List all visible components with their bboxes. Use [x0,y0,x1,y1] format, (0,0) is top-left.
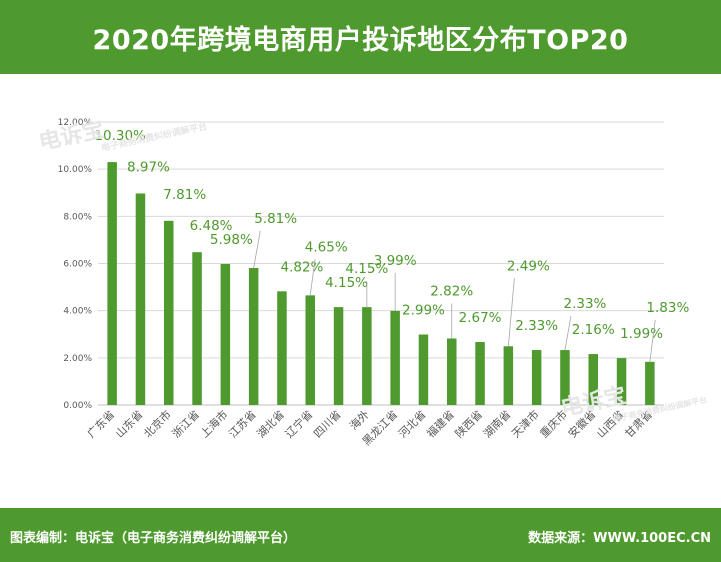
bar [588,354,598,405]
data-label: 2.82% [430,283,473,299]
header-bar: 2020年跨境电商用户投诉地区分布TOP20 [0,0,721,74]
data-label: 4.15% [345,261,388,277]
chart-title: 2020年跨境电商用户投诉地区分布TOP20 [92,24,629,56]
x-tick-label: 浙江省 [170,408,203,441]
data-label: 2.99% [402,302,445,318]
x-tick-label: 重庆市 [537,407,570,440]
x-tick-label: 安徽省 [565,407,598,440]
x-tick-label: 辽宁省 [282,407,315,440]
x-tick-label: 天津市 [509,407,542,440]
y-tick-label: 4.00% [63,307,92,317]
bar [277,291,287,405]
bar [447,338,457,405]
bar [503,346,514,405]
data-label: 2.67% [459,310,502,326]
data-label: 1.83% [646,300,689,316]
bar [164,220,174,405]
x-tick-label: 四川省 [311,408,344,441]
x-tick-label: 陕西省 [452,407,485,440]
x-tick-label: 广东省 [85,408,118,441]
bar [333,307,344,405]
y-tick-label: 6.00% [63,260,92,270]
leader-line [507,278,515,347]
bar [531,350,542,405]
footer-credit: 图表编制：电诉宝（电子商务消费纠纷调解平台） [10,531,297,546]
data-label: 5.81% [254,211,297,227]
x-tick-label: 湖北省 [255,408,288,441]
x-tick-label: 江苏省 [226,408,259,441]
bar [645,361,655,405]
y-tick-label: 8.00% [63,212,92,222]
bar [475,342,485,405]
data-label: 10.30% [94,128,146,144]
data-label: 3.99% [374,253,417,269]
data-label: 1.99% [620,326,663,342]
bar [390,310,400,405]
chart-area: 电诉宝 电子商务消费纠纷调解平台 电诉宝 电子商务消费纠纷调解平台 0.00% 2… [0,74,721,508]
data-label: 2.16% [572,322,615,338]
x-tick-label: 北京市 [141,407,174,440]
leader-line [309,259,316,296]
footer-source: 数据来源：WWW.100EC.CN [528,531,711,546]
bar [560,350,570,405]
data-label: 2.33% [564,296,607,312]
bar [248,267,259,405]
x-tick-label: 甘肃省 [622,408,655,441]
bar-chart: 0.00% 2.00% 4.00% 6.00% 8.00% 10.00% 12.00%10.… [58,118,690,448]
data-label: 5.98% [210,232,253,248]
bar [135,193,146,405]
bar [418,334,429,405]
data-label: 2.49% [507,258,550,274]
bar [305,295,315,405]
leader-line [564,315,572,351]
data-label: 4.65% [305,239,348,255]
x-tick-label: 福建省 [424,407,457,440]
y-tick-label: 0.00% [63,401,92,411]
y-tick-label: 10.00% [58,165,93,175]
x-tick-label: 河北省 [396,408,429,441]
data-label: 8.97% [127,159,170,175]
y-tick-label: 12.00% [58,118,93,128]
x-tick-label: 海外 [347,407,372,432]
bar [616,358,627,405]
data-label: 7.81% [163,187,206,203]
data-label: 4.82% [281,259,324,275]
bar [220,263,231,405]
x-tick-label: 上海市 [197,407,230,440]
x-tick-label: 山东省 [113,408,146,441]
footer-bar: 图表编制：电诉宝（电子商务消费纠纷调解平台） 数据来源：WWW.100EC.CN [0,508,721,562]
y-tick-label: 2.00% [63,354,92,364]
x-tick-label: 山西省 [594,408,627,441]
leader-line [649,319,656,362]
data-label: 4.15% [325,275,368,291]
leader-line [253,230,261,269]
bar [362,307,372,405]
bar [107,162,117,405]
x-tick-label: 湖南省 [481,408,514,441]
bar [192,252,202,405]
data-label: 6.48% [190,218,233,234]
data-label: 2.33% [515,318,558,334]
